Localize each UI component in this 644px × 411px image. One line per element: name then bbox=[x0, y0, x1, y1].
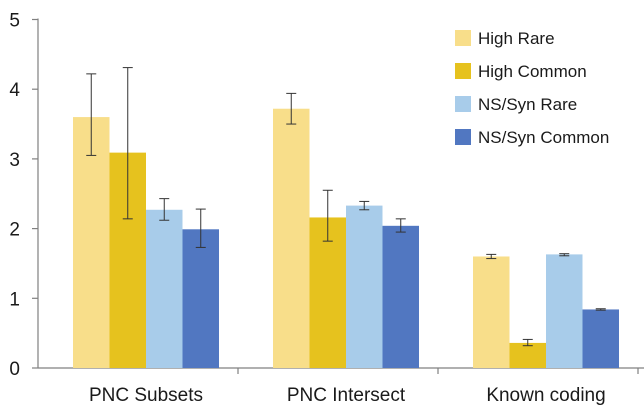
bar bbox=[546, 254, 583, 368]
category-label: Known coding bbox=[486, 385, 605, 406]
bars bbox=[73, 108, 619, 368]
bar bbox=[309, 217, 346, 368]
legend-swatch bbox=[455, 96, 471, 112]
bar bbox=[346, 205, 383, 368]
legend-swatch bbox=[455, 30, 471, 46]
category-label: PNC Intersect bbox=[287, 385, 406, 406]
y-tick-label: 4 bbox=[9, 80, 20, 101]
bar bbox=[182, 229, 219, 368]
axis-labels: 0 1 2 3 4 5 PNC Subsets PNC Intersect Known codi… bbox=[9, 11, 605, 407]
category-label: PNC Subsets bbox=[89, 385, 203, 406]
legend-label: High Rare bbox=[478, 29, 555, 48]
y-tick-label: 0 bbox=[9, 359, 20, 380]
legend-label: High Common bbox=[478, 62, 587, 81]
legend-label: NS/Syn Common bbox=[478, 128, 609, 147]
bar bbox=[146, 209, 183, 368]
y-tick-label: 2 bbox=[9, 220, 20, 241]
y-tick-label: 5 bbox=[9, 11, 20, 32]
bar bbox=[273, 108, 310, 368]
legend: High Rare High Common NS/Syn Rare NS/Syn Co… bbox=[455, 29, 609, 147]
bar bbox=[473, 256, 510, 368]
y-tick-label: 3 bbox=[9, 150, 20, 171]
y-tick-label: 1 bbox=[9, 289, 20, 310]
error-bars bbox=[86, 67, 606, 347]
legend-label: NS/Syn Rare bbox=[478, 95, 577, 114]
legend-swatch bbox=[455, 129, 471, 145]
legend-swatch bbox=[455, 63, 471, 79]
bar bbox=[382, 225, 419, 368]
bar bbox=[73, 117, 110, 368]
bar bbox=[582, 309, 619, 368]
bar bbox=[509, 342, 546, 368]
